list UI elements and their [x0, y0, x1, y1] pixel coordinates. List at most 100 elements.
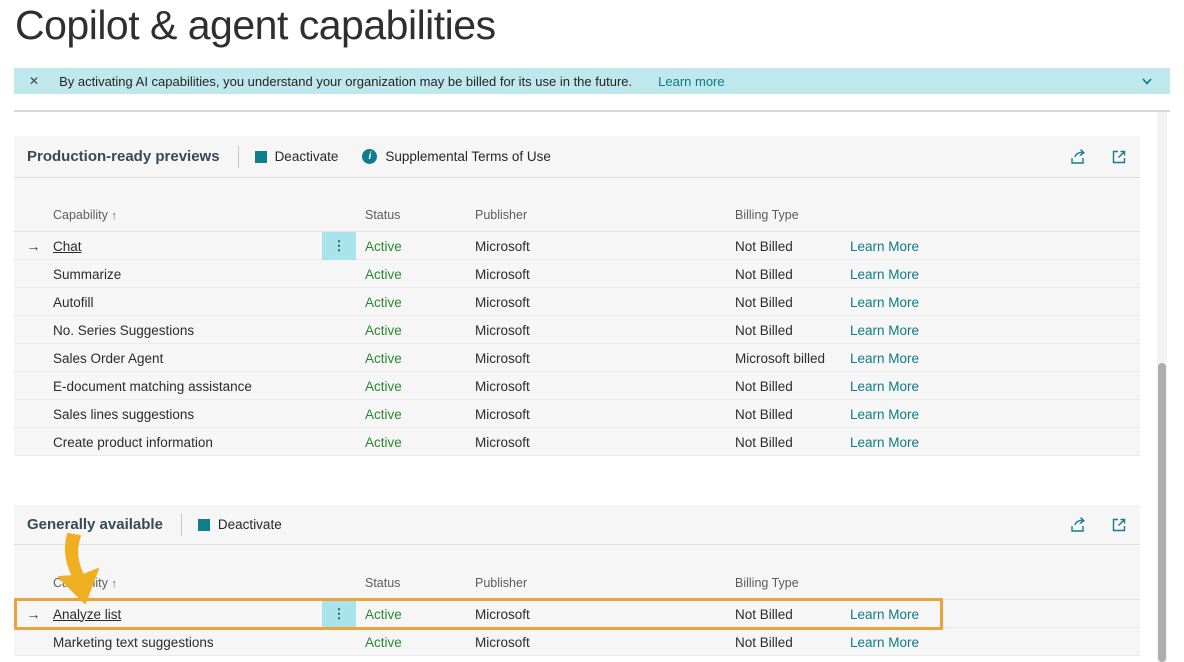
page-divider: [14, 110, 1170, 112]
vertical-scrollbar[interactable]: [1157, 112, 1167, 662]
page-title: Copilot & agent capabilities: [15, 2, 496, 48]
row-menu-icon: [322, 260, 356, 288]
table-row[interactable]: E-document matching assistance Active Micr…: [14, 372, 1140, 400]
learn-more-link[interactable]: Learn More: [850, 434, 920, 450]
publisher-cell: Microsoft: [475, 378, 530, 394]
billing-type-cell: Microsoft billed: [735, 350, 826, 366]
learn-more-link[interactable]: Learn More: [850, 266, 920, 282]
status-cell: Active: [365, 606, 402, 622]
section-actions: Deactivate i Supplemental Terms of Use: [254, 149, 551, 164]
billing-type-cell: Not Billed: [735, 266, 793, 282]
table-row[interactable]: Marketing text suggestions Active Microsof…: [14, 628, 1140, 656]
capability-cell[interactable]: Create product information: [53, 434, 213, 450]
learn-more-link[interactable]: Learn More: [850, 294, 920, 310]
share-icon[interactable]: [1069, 148, 1088, 166]
column-billing-type[interactable]: Billing Type: [735, 208, 799, 222]
table-row[interactable]: Sales lines suggestions Active Microsoft No…: [14, 400, 1140, 428]
billing-type-cell: Not Billed: [735, 378, 793, 394]
learn-more-link[interactable]: Learn More: [850, 606, 920, 622]
table-row[interactable]: Autofill Active Microsoft Not Billed Learn M…: [14, 288, 1140, 316]
column-publisher[interactable]: Publisher: [475, 208, 528, 222]
square-icon: [197, 518, 210, 531]
table-row[interactable]: Create product information Active Microsof…: [14, 428, 1140, 456]
section-header: Generally available Deactivate: [14, 505, 1140, 545]
publisher-cell: Microsoft: [475, 406, 530, 422]
learn-more-link[interactable]: Learn More: [850, 634, 920, 650]
action-label: Deactivate: [274, 149, 339, 164]
share-icon[interactable]: [1069, 516, 1088, 534]
billing-type-cell: Not Billed: [735, 322, 793, 338]
table-row[interactable]: Sales Order Agent Active Microsoft Microsof…: [14, 344, 1140, 372]
notification-banner: ✕ By activating AI capabilities, you und…: [14, 68, 1170, 94]
learn-more-link[interactable]: Learn More: [850, 378, 920, 394]
table-row[interactable]: Summarize Active Microsoft Not Billed Learn …: [14, 260, 1140, 288]
publisher-cell: Microsoft: [475, 266, 530, 282]
table-header-row: Capability ↑ Status Publisher Billing Ty…: [14, 178, 1140, 232]
info-icon: i: [362, 149, 378, 164]
status-cell: Active: [365, 350, 402, 366]
banner-learn-more-link[interactable]: Learn more: [658, 73, 725, 89]
column-capability[interactable]: Capability ↑: [53, 576, 117, 590]
action-supplemental-terms-of-use[interactable]: i Supplemental Terms of Use: [362, 149, 551, 164]
close-icon[interactable]: ✕: [29, 74, 40, 88]
section-production-ready-previews: Production-ready previews Deactivate i Sup…: [14, 136, 1140, 456]
status-cell: Active: [365, 434, 402, 450]
billing-type-cell: Not Billed: [735, 294, 793, 310]
section-header: Production-ready previews Deactivate i Sup…: [14, 136, 1140, 178]
capability-cell[interactable]: E-document matching assistance: [53, 378, 252, 394]
chevron-down-icon[interactable]: [1140, 74, 1154, 88]
publisher-cell: Microsoft: [475, 634, 530, 650]
expand-icon[interactable]: [1110, 148, 1128, 166]
billing-type-cell: Not Billed: [735, 434, 793, 450]
capability-cell[interactable]: Summarize: [53, 266, 122, 282]
status-cell: Active: [365, 406, 402, 422]
row-menu-icon: [322, 316, 356, 344]
capability-cell[interactable]: Marketing text suggestions: [53, 634, 214, 650]
column-status[interactable]: Status: [365, 576, 401, 590]
publisher-cell: Microsoft: [475, 238, 530, 254]
row-menu-icon: [322, 288, 356, 316]
capability-cell[interactable]: Sales Order Agent: [53, 350, 164, 366]
publisher-cell: Microsoft: [475, 350, 530, 366]
divider: [237, 145, 239, 168]
capability-cell[interactable]: Sales lines suggestions: [53, 406, 195, 422]
row-pointer-icon: →: [26, 606, 41, 622]
billing-type-cell: Not Billed: [735, 406, 793, 422]
learn-more-link[interactable]: Learn More: [850, 350, 920, 366]
billing-type-cell: Not Billed: [735, 606, 793, 622]
section-header-icons: [1069, 516, 1128, 534]
capability-cell[interactable]: Autofill: [53, 294, 94, 310]
column-capability[interactable]: Capability ↑: [53, 208, 117, 222]
learn-more-link[interactable]: Learn More: [850, 406, 920, 422]
action-label: Deactivate: [217, 517, 282, 532]
row-menu-icon[interactable]: ⋮: [322, 232, 356, 260]
row-menu-icon[interactable]: ⋮: [322, 600, 356, 628]
column-status[interactable]: Status: [365, 208, 401, 222]
scrollbar-thumb[interactable]: [1158, 363, 1166, 662]
section-header-icons: [1069, 148, 1128, 166]
action-deactivate[interactable]: Deactivate: [197, 517, 282, 532]
table-row[interactable]: → Analyze list ⋮ Active Microsoft Not Billed L…: [14, 598, 1140, 630]
status-cell: Active: [365, 294, 402, 310]
learn-more-link[interactable]: Learn More: [850, 322, 920, 338]
status-cell: Active: [365, 238, 402, 254]
capability-cell[interactable]: Analyze list: [53, 606, 122, 622]
banner-message: By activating AI capabilities, you under…: [59, 73, 633, 89]
billing-type-cell: Not Billed: [735, 238, 793, 254]
status-cell: Active: [365, 634, 402, 650]
publisher-cell: Microsoft: [475, 322, 530, 338]
table-row[interactable]: → Chat ⋮ Active Microsoft Not Billed Learn Mor…: [14, 232, 1140, 260]
sort-up-icon: ↑: [111, 210, 117, 222]
capability-cell[interactable]: Chat: [53, 238, 82, 254]
expand-icon[interactable]: [1110, 516, 1128, 534]
column-billing-type[interactable]: Billing Type: [735, 576, 799, 590]
table-row[interactable]: No. Series Suggestions Active Microsoft Not…: [14, 316, 1140, 344]
learn-more-link[interactable]: Learn More: [850, 238, 920, 254]
column-publisher[interactable]: Publisher: [475, 576, 528, 590]
action-deactivate[interactable]: Deactivate: [254, 149, 339, 164]
row-menu-icon: [322, 400, 356, 428]
square-icon: [254, 150, 267, 163]
capability-cell[interactable]: No. Series Suggestions: [53, 322, 195, 338]
publisher-cell: Microsoft: [475, 606, 530, 622]
